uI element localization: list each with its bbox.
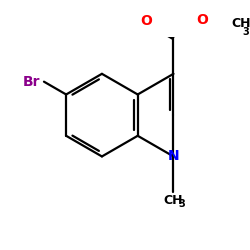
- Text: O: O: [196, 13, 208, 27]
- Text: O: O: [141, 14, 152, 28]
- Text: N: N: [168, 150, 179, 164]
- Text: CH: CH: [164, 194, 183, 207]
- Text: 3: 3: [178, 199, 185, 209]
- Text: 3: 3: [242, 27, 249, 37]
- Text: CH: CH: [232, 17, 250, 30]
- Text: Br: Br: [23, 75, 41, 89]
